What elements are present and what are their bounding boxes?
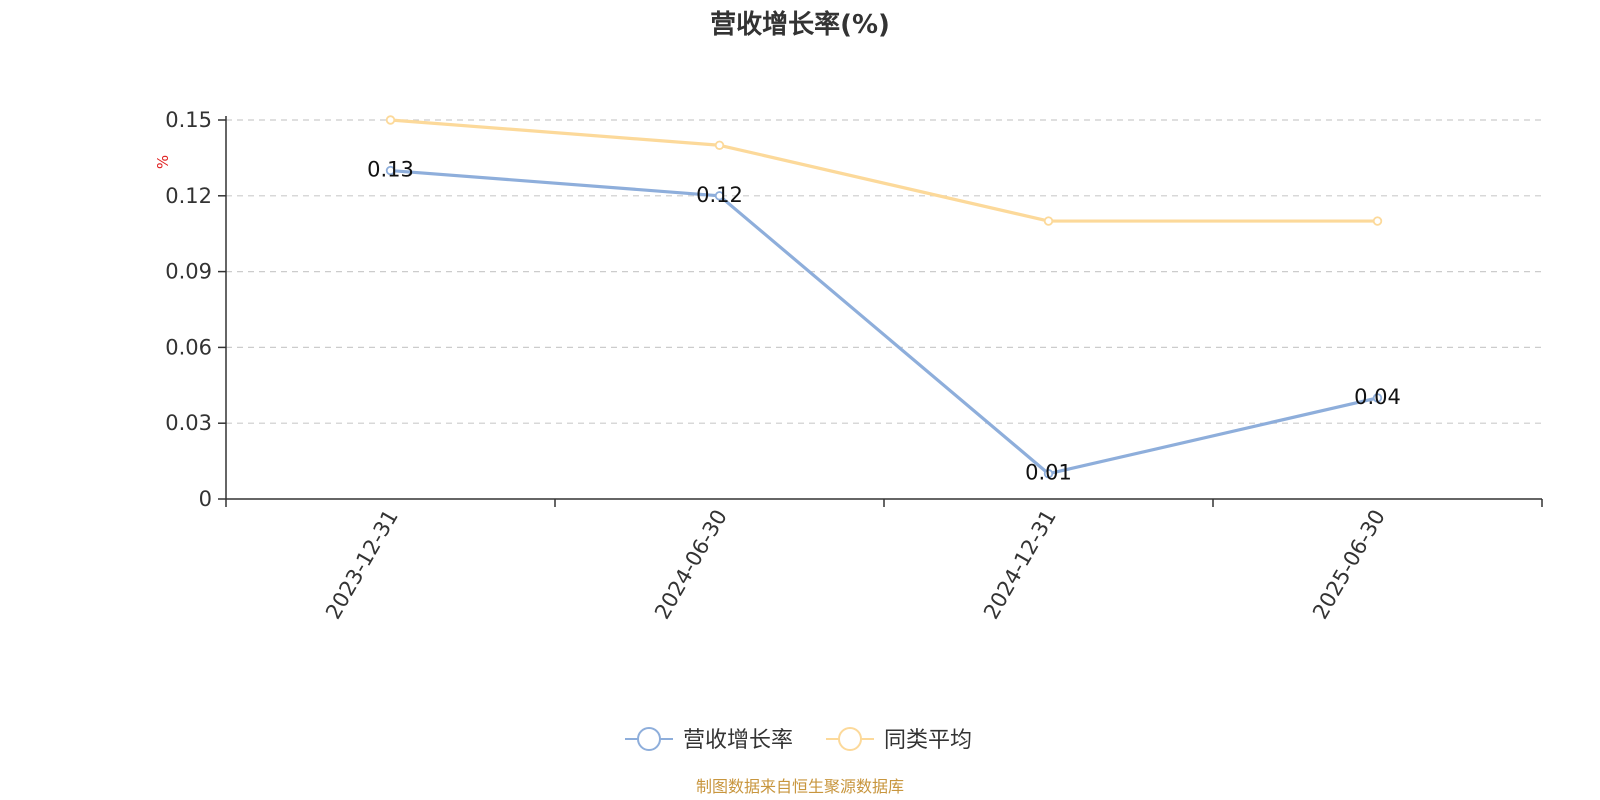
data-label: 0.01 [1025,461,1072,485]
data-point-main[interactable] [385,165,396,176]
axes: 0 0.03 0.06 0.09 0.12 0.15 2023-12-31 2024-06-3… [165,108,1543,624]
y-tick-label: 0.06 [165,335,212,359]
y-tick-label: 0.12 [165,184,212,208]
x-tick-label: 2025-06-30 [1308,506,1390,624]
data-label: 0.04 [1354,385,1401,409]
y-tick-label: 0.09 [165,260,212,284]
grid-lines [226,119,1542,424]
data-label: 0.12 [696,183,743,207]
data-label: 0.13 [367,158,414,182]
data-point-main[interactable] [1372,393,1383,403]
y-tick-label: 0.15 [165,108,212,132]
legend[interactable]: 营收增长率 同类平均 [625,727,972,753]
source-note: 制图数据来自恒生聚源数据库 [696,777,904,796]
data-point-main[interactable] [714,191,725,201]
data-point-average[interactable] [385,115,396,125]
legend-item-average[interactable]: 同类平均 [826,727,972,753]
y-tick-label: 0 [199,487,212,511]
data-labels: 0.13 0.12 0.01 0.04 [367,158,1401,485]
data-point-average[interactable] [1372,216,1383,226]
legend-marker-icon [838,727,862,751]
data-point-main[interactable] [1043,469,1054,479]
y-tick-label: 0.03 [165,411,212,435]
x-tick-label: 2023-12-31 [321,506,403,624]
series-lines [385,115,1383,479]
series-line-average [390,118,1378,223]
series-line-main [390,168,1378,476]
data-point-average[interactable] [714,140,725,150]
data-point-average[interactable] [1043,216,1054,226]
chart-title: 营收增长率(%) [710,9,890,40]
legend-label: 同类平均 [884,728,972,753]
x-tick-label: 2024-12-31 [979,506,1061,624]
legend-label: 营收增长率 [683,728,793,753]
legend-item-main[interactable]: 营收增长率 [625,727,793,753]
y-axis-unit: % [154,155,172,169]
legend-marker-icon [637,727,661,751]
x-tick-label: 2024-06-30 [650,506,732,624]
